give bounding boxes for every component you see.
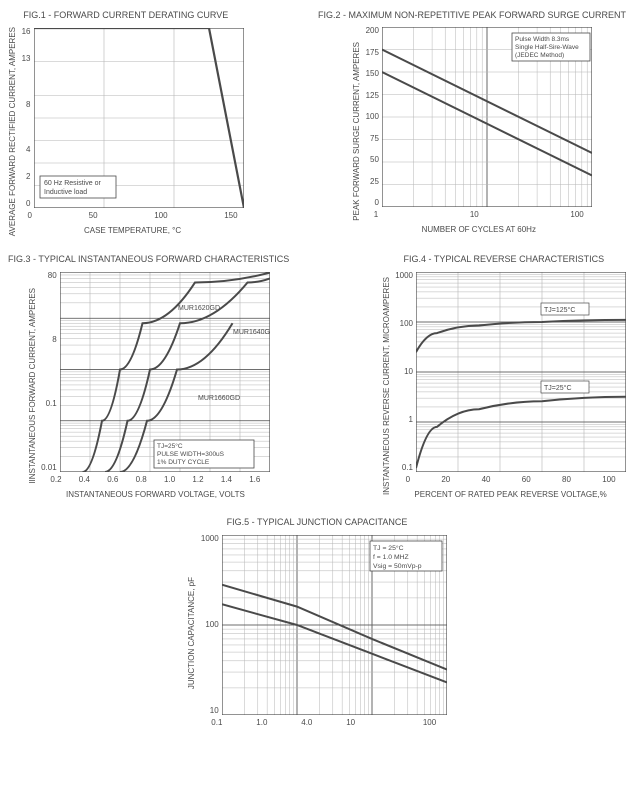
- fig5: FIG.5 - TYPICAL JUNCTION CAPACITANCE JUN…: [187, 517, 446, 732]
- svg-text:PULSE WIDTH=300uS: PULSE WIDTH=300uS: [157, 451, 225, 458]
- svg-text:TJ = 25°C: TJ = 25°C: [373, 544, 404, 552]
- fig1-yticks: 16138420: [22, 28, 31, 208]
- svg-text:f = 1.0 MHZ: f = 1.0 MHZ: [373, 554, 409, 561]
- fig3-plot: MUR1620GD MUR1640GD MUR1660GD TJ=25°CPULSE …: [60, 272, 270, 472]
- fig2-xlabel: NUMBER OF CYCLES AT 60Hz: [422, 225, 536, 235]
- fig4-ylabel: INSTANTANEOUS REVERSE CURRENT, MICROAMPE…: [382, 277, 392, 495]
- fig2-yticks: 2001751501251007550250: [366, 27, 379, 207]
- fig3-ylabel: IINSTANTANEOUS FORWARD CURRENT, AMPERES: [28, 288, 38, 484]
- svg-text:1% DUTY CYCLE: 1% DUTY CYCLE: [157, 459, 210, 466]
- svg-text:Single Half-Sire-Wave: Single Half-Sire-Wave: [515, 44, 579, 51]
- fig2-ylabel: PEAK FORWARD SURGE CURRENT, AMPERES: [352, 42, 362, 221]
- svg-text:TJ=25°C: TJ=25°C: [544, 384, 572, 392]
- fig4-title: FIG.4 - TYPICAL REVERSE CHARACTERISTICS: [404, 254, 605, 265]
- fig3-xlabel: INSTANTANEOUS FORWARD VOLTAGE, VOLTS: [66, 490, 245, 500]
- svg-text:TJ=25°C: TJ=25°C: [157, 442, 183, 450]
- svg-text:(JEDEC Method): (JEDEC Method): [515, 52, 564, 59]
- fig5-plot: TJ = 25°C f = 1.0 MHZ Vsig = 50mVp-p: [222, 535, 447, 715]
- fig4-yticks: 10001001010.1: [395, 272, 413, 472]
- fig1: FIG.1 - FORWARD CURRENT DERATING CURVE A…: [8, 10, 244, 236]
- fig5-title: FIG.5 - TYPICAL JUNCTION CAPACITANCE: [227, 517, 408, 528]
- svg-text:MUR1640GD: MUR1640GD: [233, 329, 270, 336]
- fig1-xlabel: CASE TEMPERATURE, °C: [84, 226, 181, 236]
- fig4: FIG.4 - TYPICAL REVERSE CHARACTERISTICS …: [382, 254, 626, 499]
- svg-text:Inductive load: Inductive load: [44, 189, 87, 196]
- fig1-xticks: 050100150: [28, 211, 238, 220]
- fig1-ylabel: AVERAGE FORWARD RECTIFIED CURRENT, AMPER…: [8, 27, 18, 236]
- fig2-plot: Pulse Width 8.3msSingle Half-Sire-Wave(J…: [382, 27, 592, 207]
- fig3-xticks: 0.20.40.60.81.01.21.41.6: [50, 475, 260, 484]
- fig1-plot: 60 Hz Resistive or Inductive load: [34, 28, 244, 208]
- fig2-title: FIG.2 - MAXIMUM NON-REPETITIVE PEAK FORW…: [318, 10, 626, 21]
- fig2-xticks: 110100: [374, 210, 584, 219]
- fig1-title: FIG.1 - FORWARD CURRENT DERATING CURVE: [23, 10, 228, 21]
- fig4-xlabel: PERCENT OF RATED PEAK REVERSE VOLTAGE,%: [414, 490, 606, 500]
- fig5-yticks: 100010010: [201, 535, 219, 715]
- svg-text:60 Hz Resistive or: 60 Hz Resistive or: [44, 180, 101, 187]
- fig3-yticks: 8080.10.01: [41, 272, 57, 472]
- svg-text:MUR1620GD: MUR1620GD: [178, 305, 220, 312]
- fig3: FIG.3 - TYPICAL INSTANTANEOUS FORWARD CH…: [8, 254, 289, 499]
- svg-text:TJ=125°C: TJ=125°C: [544, 306, 575, 314]
- fig3-title: FIG.3 - TYPICAL INSTANTANEOUS FORWARD CH…: [8, 254, 289, 265]
- svg-text:Vsig = 50mVp-p: Vsig = 50mVp-p: [373, 563, 422, 570]
- svg-text:Pulse Width 8.3ms: Pulse Width 8.3ms: [515, 36, 570, 43]
- fig4-plot: TJ=125°C TJ=25°C: [416, 272, 626, 472]
- fig5-ylabel: JUNCTION CAPACITANCE, pF: [187, 577, 197, 689]
- svg-text:MUR1660GD: MUR1660GD: [198, 395, 240, 402]
- fig4-xticks: 020406080100: [406, 475, 616, 484]
- fig5-xticks: 0.11.04.010100: [211, 718, 436, 727]
- fig2: FIG.2 - MAXIMUM NON-REPETITIVE PEAK FORW…: [318, 10, 626, 236]
